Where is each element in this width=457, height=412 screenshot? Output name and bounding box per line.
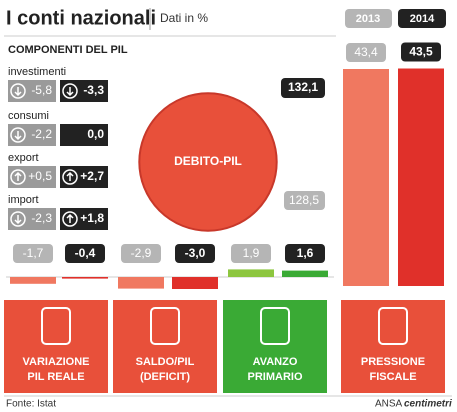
tile-label: AVANZO [253,356,298,368]
arrow-icon [10,211,26,227]
tile-icon [260,307,290,345]
subtitle: Dati in % [160,11,208,25]
value-label: +1,8 [80,211,104,225]
value-label: +0,5 [28,169,52,183]
arrow-icon [14,171,22,181]
bar [282,270,328,277]
tile-label: (DEFICIT) [140,371,190,383]
component-name: export [8,152,39,164]
value-pill [121,244,161,263]
source: Fonte: Istat [6,399,56,410]
arrow-icon [62,169,78,185]
value-box [60,166,108,188]
value-box [8,124,56,146]
debt-label: DEBITO-PIL [174,154,242,168]
value-label: 43,5 [409,45,433,59]
arrow-icon [14,215,22,225]
value-pill [401,42,441,62]
brand: centimetri [404,399,452,410]
bar [10,277,56,284]
arrow-icon [10,127,26,143]
arrow-icon [62,83,78,99]
value-label: -3,3 [83,83,104,97]
debt-value: 132,1 [288,80,318,94]
tile [4,300,108,393]
debt-pill [281,78,325,98]
tile [341,300,445,393]
year-pill [345,9,392,28]
arrow-icon [14,87,22,97]
arrow-icon [62,211,78,227]
bar [398,68,444,286]
bar [172,277,218,289]
arrow-icon [66,171,74,181]
tile-icon [378,307,408,345]
value-box [8,166,56,188]
value-label: -1,7 [23,246,44,260]
tile-label: PRESSIONE [361,356,425,368]
arrow-icon [14,131,22,141]
value-pill [65,244,105,263]
tile-icon [150,307,180,345]
value-pill [346,43,386,62]
year: 2013 [356,13,380,25]
component-name: import [8,194,39,206]
value-box [60,80,108,102]
value-pill [13,244,53,263]
value-label: 1,6 [297,246,314,260]
value-box [60,208,108,230]
value-label: -3,0 [185,246,206,260]
value-label: -5,8 [31,83,52,97]
value-pill [175,244,215,263]
component-name: consumi [8,110,49,122]
credit: ANSA [375,399,403,410]
year: 2014 [410,13,435,25]
debt-pill [284,191,325,210]
value-label: -2,2 [31,127,52,141]
tile [223,300,327,393]
bar [118,277,164,289]
arrow-icon [10,169,26,185]
debt-circle [138,92,278,232]
component-name: investimenti [8,66,66,78]
bar [343,69,389,286]
arrow-icon [66,213,74,223]
value-box [8,80,56,102]
year-pill [398,9,446,28]
bar [62,277,108,279]
tile [113,300,217,393]
value-label: -0,4 [75,246,96,260]
value-box [60,124,108,146]
tile-label: PRIMARIO [248,371,303,383]
tile-label: FISCALE [369,371,416,383]
value-label: 0,0 [87,127,104,141]
value-pill [285,244,325,263]
value-label: +2,7 [80,169,104,183]
value-label: 1,9 [243,246,260,260]
value-label: -2,3 [31,211,52,225]
title: I conti nazionali [6,7,156,29]
value-pill [231,244,271,263]
components-title: COMPONENTI DEL PIL [8,44,128,56]
bar [228,269,274,277]
value-label: -2,9 [131,246,152,260]
arrow-icon [10,83,26,99]
value-box [8,208,56,230]
tile-label: PIL REALE [27,371,84,383]
tile-icon [41,307,71,345]
arrow-icon [66,87,74,97]
debt-value: 128,5 [289,193,319,207]
tile-label: VARIAZIONE [22,356,89,368]
value-label: 43,4 [354,45,378,59]
tile-label: SALDO/PIL [136,356,195,368]
